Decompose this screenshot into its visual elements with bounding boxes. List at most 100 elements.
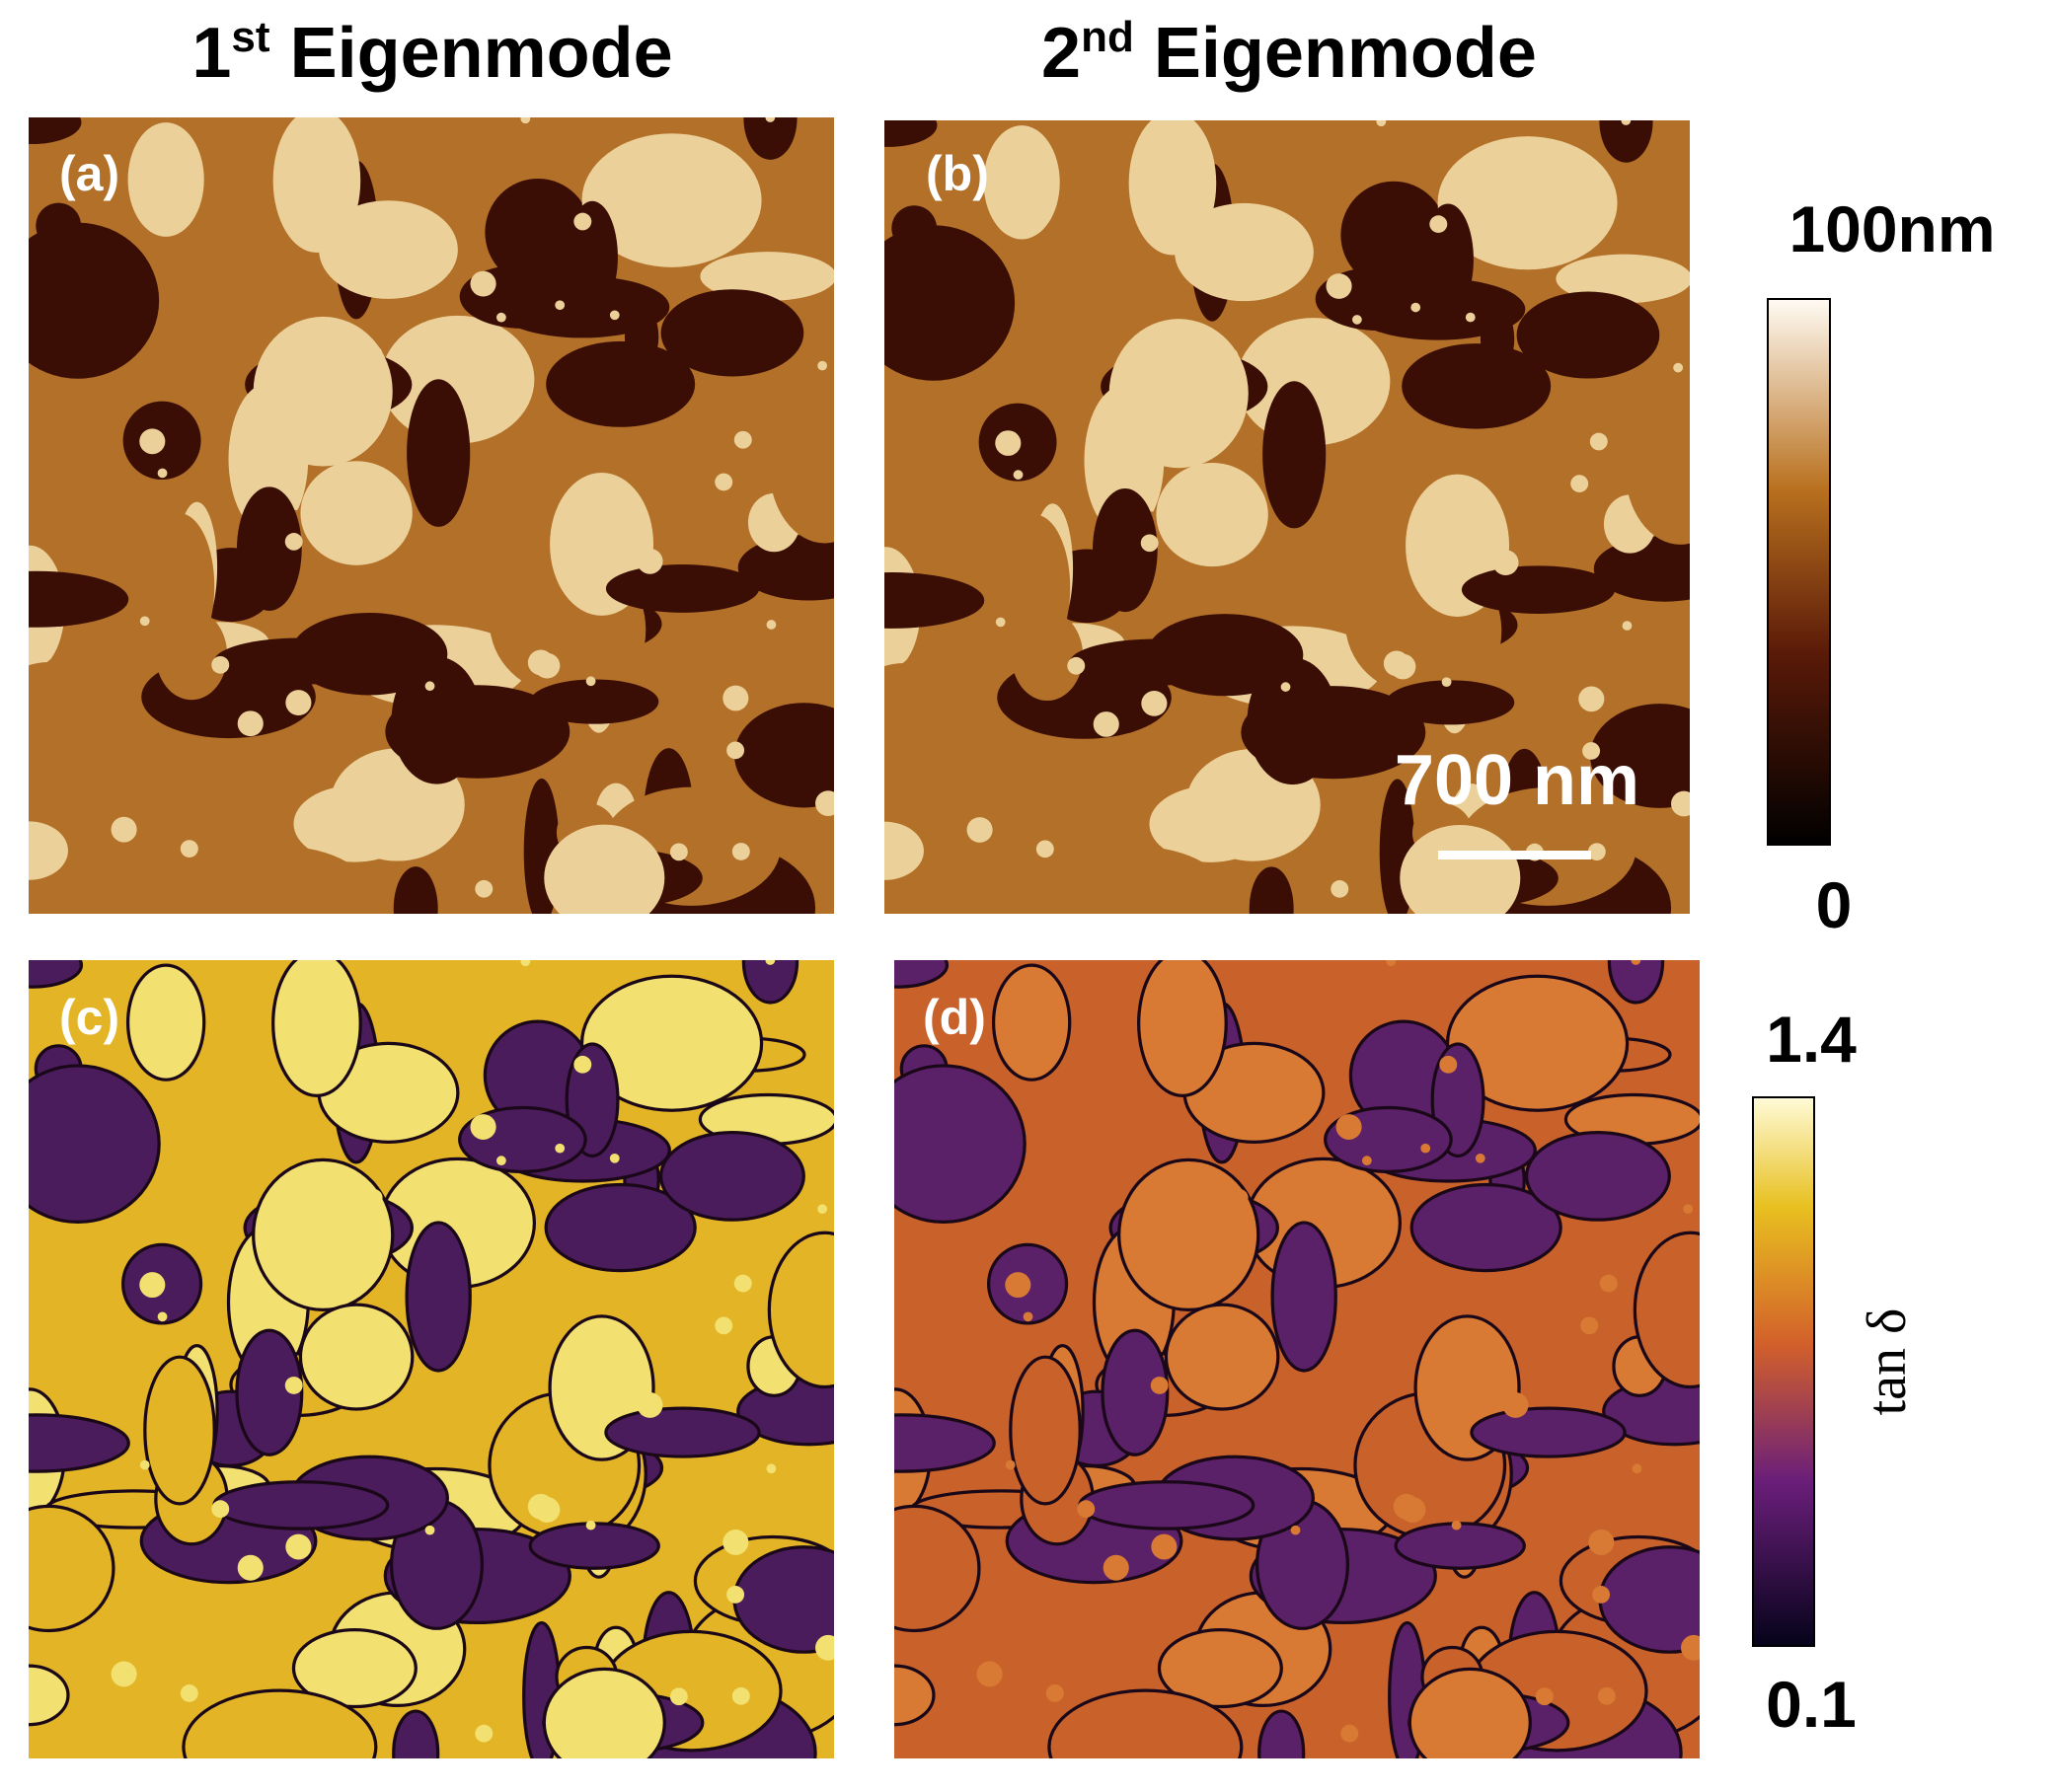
title-number: 1	[191, 14, 231, 93]
texture	[1351, 315, 1362, 325]
texture	[364, 345, 383, 364]
texture	[111, 816, 137, 843]
texture	[743, 117, 798, 160]
texture	[1426, 508, 1453, 534]
texture	[1631, 960, 1641, 965]
colorbar-label: tan δ	[1857, 1308, 1918, 1416]
texture	[363, 1361, 373, 1372]
texture	[1400, 824, 1521, 914]
texture	[1005, 1272, 1031, 1299]
texture	[485, 178, 591, 286]
texture	[637, 548, 663, 574]
texture	[1009, 1355, 1082, 1506]
texture	[1197, 239, 1225, 264]
texture	[1270, 1221, 1337, 1373]
texture	[1156, 462, 1268, 567]
texture	[235, 1328, 304, 1456]
texture	[451, 342, 479, 369]
texture	[894, 960, 950, 989]
texture	[157, 1311, 168, 1322]
texture	[211, 1500, 230, 1519]
texture	[342, 1079, 369, 1105]
texture	[1578, 686, 1605, 712]
texture	[1410, 302, 1421, 313]
texture	[1598, 1545, 1700, 1654]
texture	[769, 389, 834, 544]
texture	[555, 1143, 566, 1154]
texture	[1470, 1406, 1627, 1458]
texture	[520, 117, 531, 124]
texture	[1441, 677, 1452, 687]
texture	[296, 400, 315, 417]
texture	[284, 533, 303, 551]
texture	[1494, 1356, 1513, 1374]
texture	[1093, 711, 1119, 737]
colorbar-max: 100nm	[1788, 192, 1995, 265]
texture	[451, 1185, 479, 1212]
texture	[546, 340, 696, 427]
texture	[1331, 880, 1349, 898]
texture	[995, 430, 1022, 456]
texture	[1632, 1463, 1642, 1474]
texture	[544, 824, 665, 914]
texture	[298, 1303, 415, 1411]
texture	[1580, 1316, 1599, 1335]
texture	[1140, 534, 1159, 553]
title-label: Eigenmode	[290, 14, 673, 93]
texture	[609, 310, 620, 321]
texture	[285, 1533, 312, 1560]
phase-colorbar	[1752, 1096, 1815, 1647]
texture	[182, 1688, 378, 1758]
texture	[991, 963, 1072, 1082]
texture	[528, 1522, 660, 1570]
texture	[237, 710, 264, 737]
texture	[495, 1156, 506, 1166]
title-number: 2	[1041, 14, 1081, 93]
texture	[815, 1634, 834, 1661]
texture	[1502, 1391, 1529, 1418]
texture	[29, 1064, 161, 1225]
texture	[1671, 790, 1690, 817]
title-ordinal: nd	[1081, 13, 1134, 61]
colorbar-min: 0	[1816, 868, 1853, 941]
texture	[1000, 514, 1071, 661]
texture	[1599, 1274, 1618, 1293]
texture	[571, 506, 597, 533]
texture	[272, 117, 361, 254]
texture	[1280, 682, 1291, 692]
texture	[894, 1064, 1027, 1225]
height-image	[29, 117, 834, 914]
height-image	[884, 120, 1690, 914]
phase-image	[894, 960, 1700, 1758]
texture	[1307, 379, 1318, 390]
texture	[1023, 1311, 1033, 1322]
texture	[1556, 254, 1690, 304]
texture	[884, 225, 1016, 381]
texture	[715, 1316, 733, 1335]
column-title: 2nd Eigenmode	[1041, 13, 1537, 93]
texture	[1092, 487, 1158, 613]
texture	[1420, 1143, 1431, 1154]
texture	[143, 1355, 216, 1506]
texture	[767, 1231, 834, 1389]
texture	[1445, 974, 1630, 1112]
texture	[1229, 1361, 1239, 1372]
texture	[723, 685, 749, 711]
texture	[1047, 1688, 1244, 1758]
texture	[715, 473, 733, 491]
texture	[29, 1504, 115, 1633]
texture	[1597, 1686, 1616, 1705]
height-colorbar	[1767, 298, 1831, 846]
texture	[1492, 550, 1519, 575]
texture	[894, 1664, 936, 1727]
texture	[1621, 120, 1632, 125]
texture	[732, 1545, 834, 1654]
texture	[139, 1272, 166, 1299]
texture	[183, 846, 376, 914]
texture	[1582, 742, 1601, 760]
texture	[157, 468, 168, 479]
texture	[212, 1480, 390, 1531]
texture	[966, 817, 993, 843]
texture	[765, 960, 776, 965]
